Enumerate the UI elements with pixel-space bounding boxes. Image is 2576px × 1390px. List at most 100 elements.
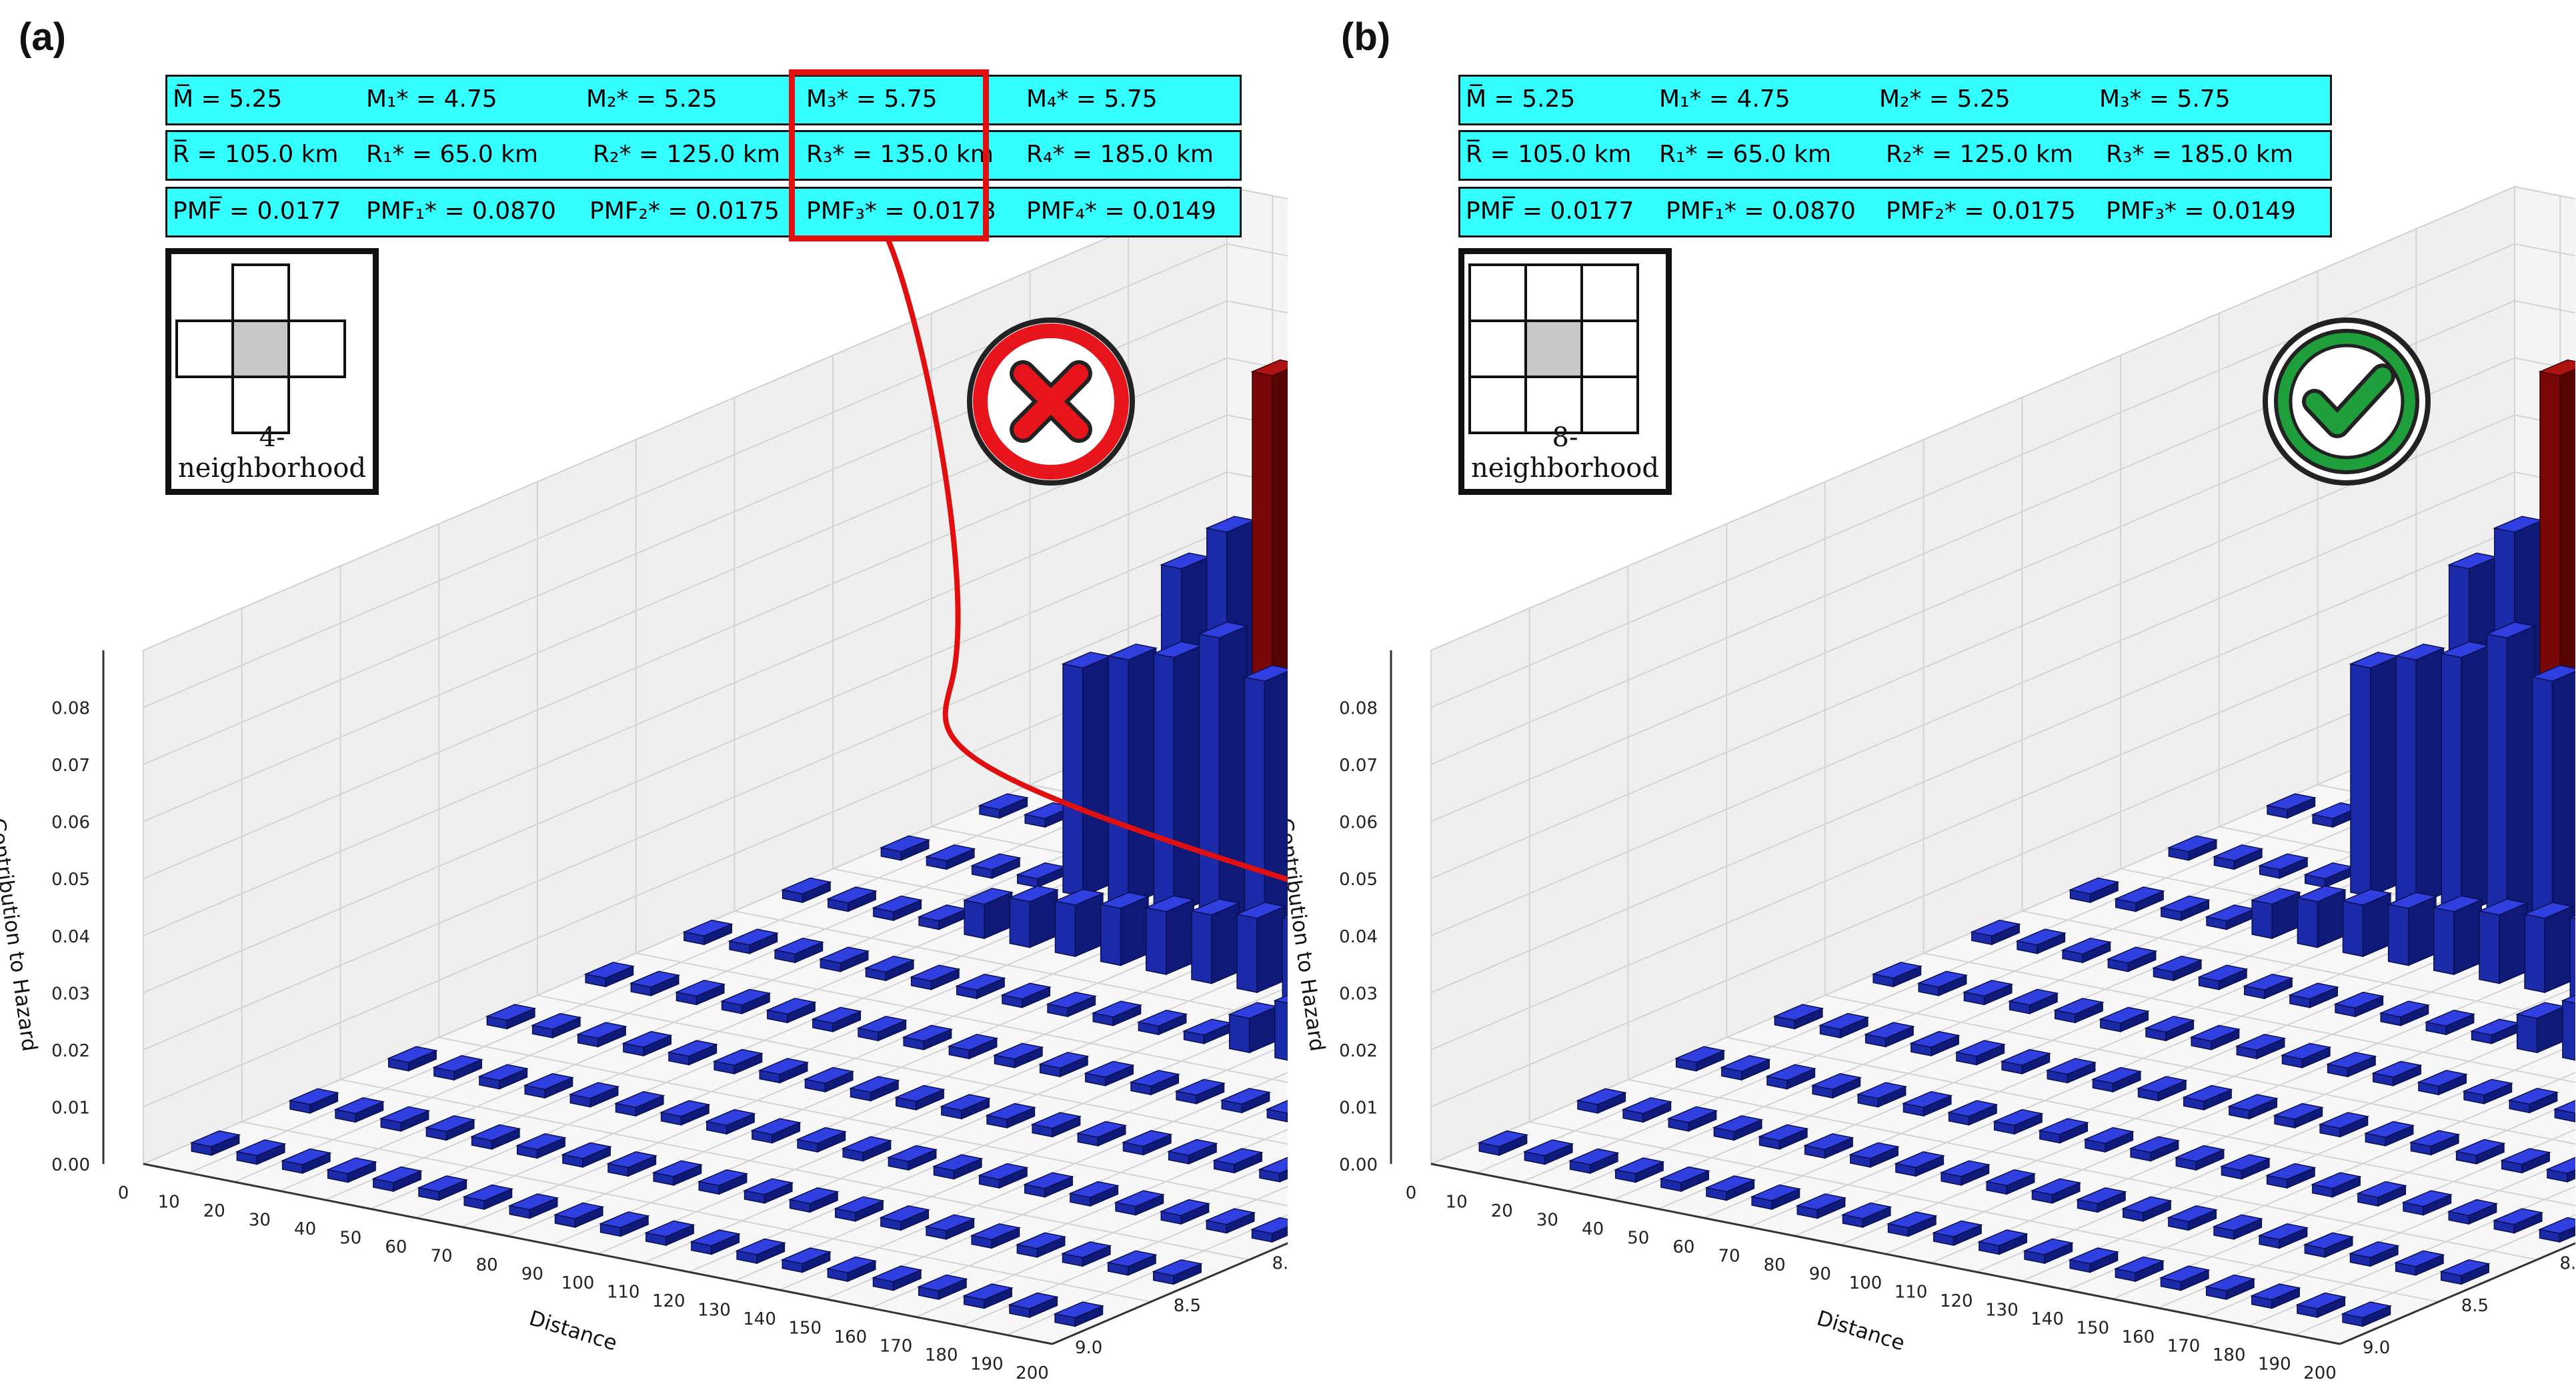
bar-top [2235,1034,2287,1051]
distance-tick: 160 [834,1327,868,1347]
bar-top [371,1166,423,1183]
bar [2492,1208,2544,1234]
bar [2205,904,2256,930]
bar-top [485,1004,537,1021]
bar [962,1283,1014,1309]
bar-top [2401,1190,2453,1207]
bar [1977,1229,2029,1255]
bar-face [1198,633,1220,924]
bar [2219,1154,2271,1180]
contribution-tick: 0.06 [1339,813,1378,833]
bar [856,1016,908,1042]
bar-top [1190,898,1241,916]
bar-top [2212,844,2264,862]
distance-tick: 70 [431,1247,453,1267]
contribution-tick: 0.04 [1339,927,1378,947]
grid-line [1430,471,2575,936]
verdict-mark [1014,364,1088,439]
bar-top [2341,888,2393,906]
magnitude-tick: 8.0 [2559,1254,2575,1274]
bar-top [811,1006,862,1024]
bar-top [1947,1100,1999,1117]
bar-top [1167,1139,1218,1156]
bar-top [871,1265,923,1283]
distance-tick: 130 [1985,1301,2019,1321]
bar-top [924,844,976,862]
bar [970,853,1022,879]
bar [690,1229,741,1255]
bar-face [1271,1226,1288,1243]
contribution-tick: 0.00 [51,1155,90,1175]
bar-top [2205,904,2256,922]
bar [2455,1139,2506,1165]
distance-tick: 180 [2213,1345,2246,1365]
bar-face [2516,1013,2538,1054]
bar-top [1621,1097,1673,1115]
bar [507,1193,559,1219]
bar [818,946,870,972]
bar-face [1173,644,1202,915]
bar-top [1152,641,1204,658]
bar-top [992,1042,1044,1060]
bar [780,1247,832,1273]
bar [2295,1292,2347,1319]
bar-top [1159,1199,1211,1217]
bar-top [599,1211,650,1229]
bar-top [1250,1217,1288,1235]
distance-tick: 0 [118,1183,129,1203]
bar [1046,991,1097,1018]
bar-top [1659,1166,1710,1183]
bar-top [1848,1142,1900,1159]
distance-tick: 140 [743,1309,776,1329]
bar-top [1243,664,1288,682]
distance-tick: 50 [1627,1229,1649,1249]
bar [978,1163,1029,1189]
bar-top [470,1124,521,1141]
bar-face [1211,902,1240,984]
distance-tick: 10 [1446,1193,1468,1213]
info-cell: M₂* = 5.25 [1879,85,2011,113]
magnitude-tick: 8.5 [1174,1296,1201,1316]
bar-top [326,1157,377,1175]
bar-top [2258,853,2309,870]
bar-top [2485,622,2537,639]
bar [2507,1088,2559,1114]
contribution-tick: 0.01 [1339,1098,1378,1118]
bar [2432,895,2483,976]
bar-top [2303,1232,2355,1249]
bar [417,1175,468,1201]
distance-tick: 160 [2122,1327,2155,1347]
bar-top [1220,1088,1272,1105]
bar-top [576,1022,627,1039]
bar-top [2363,1121,2415,1138]
axes [102,650,1288,1345]
bar [2137,1076,2188,1102]
bar-top [1993,1109,2044,1127]
bar-top [1810,1073,1862,1091]
bar-top [1280,914,1288,919]
distance-tick: 40 [1582,1219,1604,1239]
info-cell: M̅ = 5.25 [173,85,283,113]
bar-top [2295,885,2347,902]
bar-top [2348,1241,2400,1259]
bar-top [2106,946,2158,964]
bar-face [1128,647,1157,906]
magnitude-tick: 9.0 [1075,1338,1102,1358]
x-axis-label: Distance [1814,1306,1907,1355]
bar-top [2507,1088,2559,1105]
bar-top [720,988,772,1006]
bar-top [379,1106,431,1123]
bar-top [2568,914,2575,919]
bar [1030,1112,1082,1138]
bar-top [1803,1133,1854,1151]
neighborhood-cell [1580,319,1639,378]
bar-top [2447,1199,2499,1217]
bar-top [1894,1151,1945,1169]
bar-top [1856,1082,1908,1099]
bar-top [1916,970,1969,988]
bar-top [583,962,635,979]
distance-tick: 190 [970,1355,1004,1375]
bar-top [2417,1070,2468,1087]
bar [1167,1139,1218,1165]
bar [2000,1049,2052,1075]
